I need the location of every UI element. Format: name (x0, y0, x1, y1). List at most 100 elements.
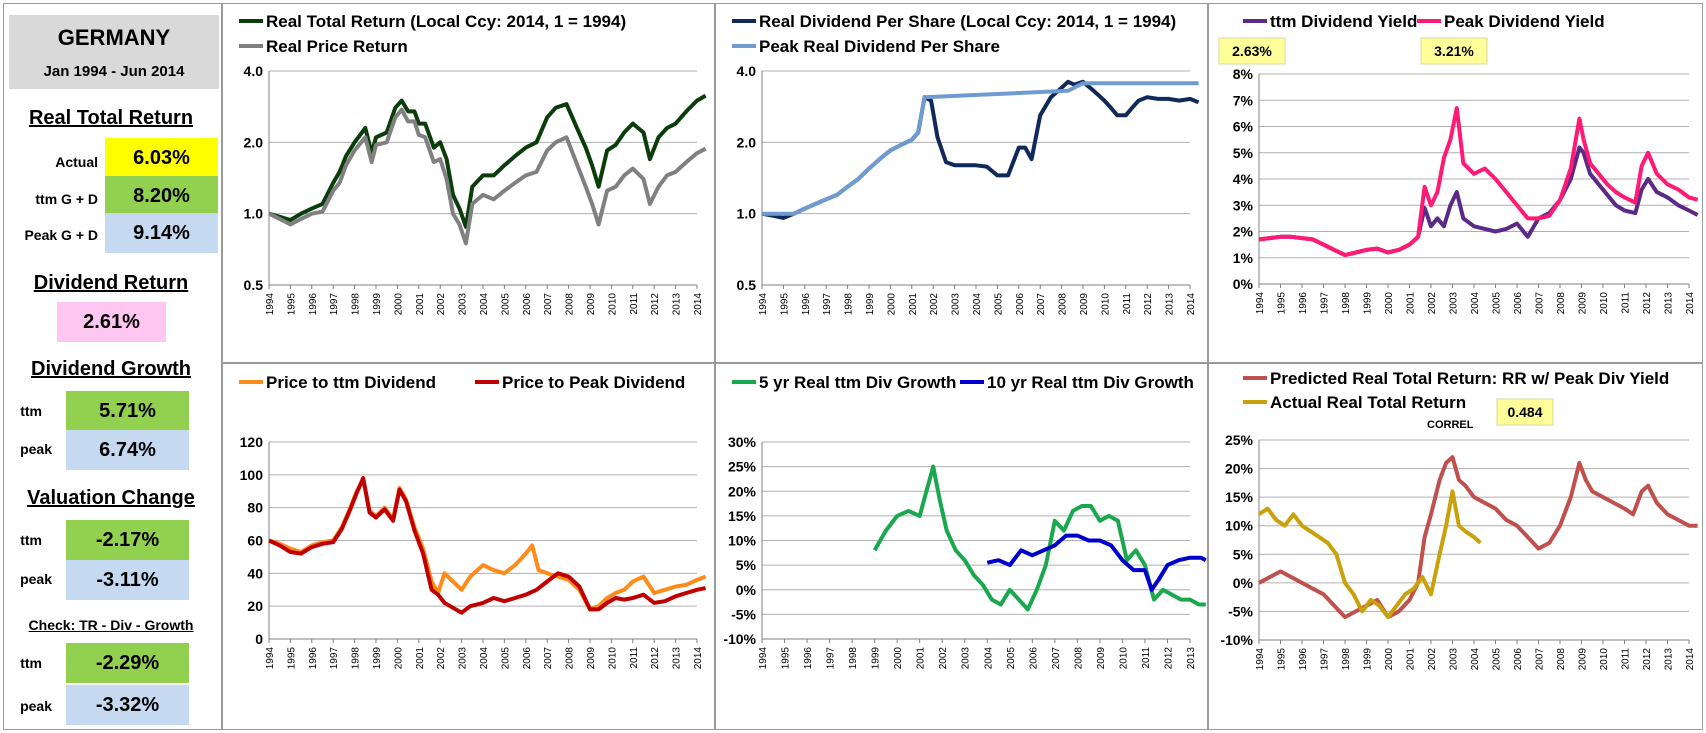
dg-ttm-value: 5.71% (66, 391, 189, 431)
x-tick-label: 2005 (1492, 292, 1503, 315)
x-tick-label: 2003 (951, 293, 962, 316)
x-tick-label: 2000 (1384, 648, 1395, 671)
series-line (1258, 106, 1699, 258)
x-tick-label: 2009 (1578, 648, 1589, 671)
x-tick-label: 2011 (1122, 293, 1133, 315)
x-tick-label: 2009 (1578, 292, 1589, 315)
x-tick-label: 1997 (822, 293, 833, 316)
y-tick-label: 15% (728, 508, 757, 524)
annotation-label: 0.484 (1507, 404, 1542, 420)
chart-frame-4 (222, 363, 715, 730)
y-tick-label: 120 (240, 434, 264, 450)
y-tick-label: 1.0 (244, 206, 264, 222)
y-tick-label: -10% (723, 631, 756, 647)
ttm-gd-value: 8.20% (105, 176, 218, 216)
x-tick-label: 2009 (586, 293, 597, 316)
y-tick-label: 1% (1233, 250, 1254, 266)
chart-frame-2 (715, 3, 1208, 363)
y-tick-label: 15% (1225, 489, 1254, 505)
x-tick-label: 1997 (1320, 648, 1331, 671)
legend-label: ttm Dividend Yield (1270, 12, 1417, 31)
x-tick-label: 1997 (329, 293, 340, 316)
x-tick-label: 1995 (286, 647, 297, 670)
y-tick-label: 25% (1225, 432, 1254, 448)
annotation-box (1218, 37, 1286, 65)
y-tick-label: 10% (728, 533, 757, 549)
check-peak-value: -3.32% (66, 685, 189, 725)
y-tick-label: 20 (247, 598, 263, 614)
x-tick-label: 1998 (848, 647, 859, 670)
peak-gd-label: Peak G + D (24, 227, 98, 243)
vc-ttm-value: -2.17% (66, 520, 189, 560)
x-tick-label: 1994 (1255, 648, 1266, 671)
title-box: GERMANY Jan 1994 - Jun 2014 (9, 15, 219, 89)
annotation-label: 3.21% (1434, 43, 1474, 59)
x-tick-label: 1996 (308, 647, 319, 670)
x-tick-label: 2007 (1051, 647, 1062, 670)
x-tick-label: 2003 (458, 647, 469, 670)
x-tick-label: 2011 (1621, 648, 1632, 670)
y-tick-label: 4.0 (244, 63, 264, 79)
sidebar-frame (3, 3, 222, 730)
x-tick-label: 2004 (479, 293, 490, 316)
x-tick-label: 1999 (1363, 292, 1374, 315)
x-tick-label: 2003 (458, 293, 469, 316)
y-tick-label: 0.5 (244, 277, 264, 293)
x-tick-label: 2005 (500, 293, 511, 316)
x-tick-label: 2010 (607, 647, 618, 670)
series-line (268, 477, 707, 612)
x-tick-label: 2004 (983, 647, 994, 670)
x-tick-label: 2001 (415, 647, 426, 670)
y-tick-label: 1.0 (737, 206, 757, 222)
x-tick-label: 1998 (351, 647, 362, 670)
x-tick-label: 2007 (1036, 293, 1047, 316)
x-tick-label: 2013 (1664, 292, 1675, 315)
x-tick-label: 2003 (1449, 292, 1460, 315)
y-tick-label: -5% (731, 606, 756, 622)
x-tick-label: 2007 (543, 647, 554, 670)
x-tick-label: 2006 (522, 647, 533, 670)
x-tick-label: 2012 (1642, 292, 1653, 315)
x-tick-label: 2003 (961, 647, 972, 670)
check-ttm-value: -2.29% (66, 643, 189, 683)
x-tick-label: 2002 (938, 647, 949, 670)
legend-label: 10 yr Real ttm Div Growth (987, 373, 1194, 392)
check-heading: Check: TR - Div - Growth (28, 617, 194, 633)
x-tick-label: 2011 (629, 647, 640, 669)
y-tick-label: 40 (247, 565, 263, 581)
legend-label: Real Price Return (266, 37, 408, 56)
chart-frame-6 (1208, 363, 1703, 730)
x-tick-label: 2005 (1006, 647, 1017, 670)
actual-value: 6.03% (105, 138, 218, 178)
predicted-vs-actual-return-chart: -10% -5% 0% 5% 10% 15% 20% 25% 1994 1995 1996 1997 1… (1220, 369, 1698, 671)
legend-label: Predicted Real Total Return: RR w/ Peak … (1270, 369, 1669, 388)
x-tick-label: 1995 (1277, 648, 1288, 671)
x-tick-label: 2002 (1427, 292, 1438, 315)
x-tick-label: 2013 (1664, 648, 1675, 671)
legend-label: Actual Real Total Return (1270, 393, 1466, 412)
y-tick-label: 30% (728, 434, 757, 450)
summary-sidebar: GERMANY Jan 1994 - Jun 2014 Real Total R… (0, 0, 222, 733)
x-tick-label: 2012 (1163, 647, 1174, 670)
x-tick-label: 1999 (372, 647, 383, 670)
x-tick-label: 2001 (415, 293, 426, 316)
vc-ttm-label: ttm (20, 532, 42, 548)
y-tick-label: 7% (1233, 92, 1254, 108)
x-tick-label: 1996 (1298, 648, 1309, 671)
chart-frame-1 (222, 3, 715, 363)
x-tick-label: 2010 (1599, 648, 1610, 671)
y-tick-label: 3% (1233, 197, 1254, 213)
peak-gd-value: 9.14% (105, 213, 218, 253)
x-tick-label: 2013 (672, 647, 683, 670)
x-tick-label: 1999 (871, 647, 882, 670)
x-tick-label: 2000 (1384, 292, 1395, 315)
x-tick-label: 2010 (1599, 292, 1610, 315)
x-tick-label: 2002 (436, 647, 447, 670)
x-tick-label: 2002 (929, 293, 940, 316)
chart-frame-3 (1208, 3, 1703, 363)
y-tick-label: 0% (1233, 276, 1254, 292)
dg-peak-label: peak (20, 441, 52, 457)
x-tick-label: 1998 (1341, 292, 1352, 315)
x-tick-label: 2001 (1406, 648, 1417, 671)
